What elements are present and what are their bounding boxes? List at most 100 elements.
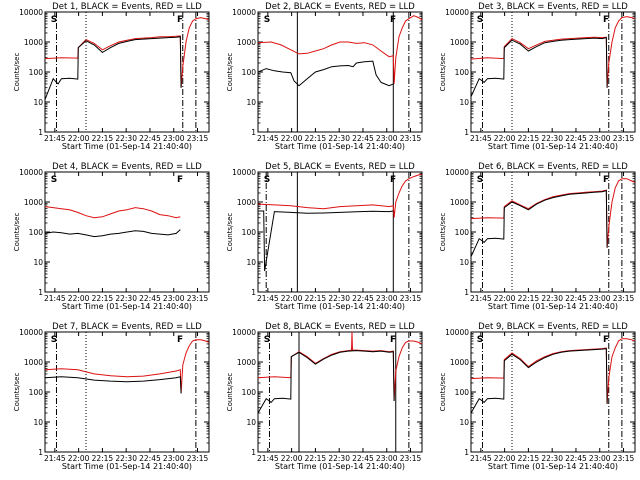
panel-title: Det 2, BLACK = Events, RED = LLD (265, 2, 415, 12)
y-tick-label: 10000 (445, 168, 469, 177)
x-tick-label: 22:15 (92, 454, 114, 463)
x-tick-label: 23:15 (187, 454, 209, 463)
x-tick-label: 22:00 (281, 454, 303, 463)
x-tick-label: 22:30 (115, 294, 137, 303)
y-tick-label: 10000 (19, 8, 43, 17)
panel-title: Det 6, BLACK = Events, RED = LLD (478, 162, 628, 172)
x-tick-label: 22:00 (494, 134, 516, 143)
plot-frame (470, 171, 636, 293)
annotation-s: S (264, 335, 270, 345)
lld-series-line (258, 332, 422, 402)
annotation-f: F (177, 335, 183, 345)
y-tick-label: 10 (33, 418, 43, 427)
x-tick-label: 22:45 (139, 134, 161, 143)
y-axis-label: Counts/sec (226, 53, 234, 92)
panel-title: Det 3, BLACK = Events, RED = LLD (478, 2, 628, 12)
annotation-f: F (390, 15, 396, 25)
x-axis-label: Start Time (01-Sep-14 21:40:40) (62, 142, 192, 151)
y-tick-label: 100 (29, 388, 44, 397)
panel-title: Det 7, BLACK = Events, RED = LLD (52, 322, 202, 332)
x-tick-label: 22:45 (139, 454, 161, 463)
y-tick-label: 100 (455, 228, 470, 237)
x-tick-label: 22:00 (68, 294, 90, 303)
y-tick-label: 1000 (450, 358, 469, 367)
lld-series-line (45, 206, 181, 219)
y-tick-label: 10000 (445, 8, 469, 17)
x-tick-label: 21:45 (257, 134, 279, 143)
detector-panel-9: Det 9, BLACK = Events, RED = LLD 1 10 100 10… (439, 322, 636, 471)
detector-panel-6: Det 6, BLACK = Events, RED = LLD 1 10 100 10… (439, 162, 636, 311)
events-series-line (471, 348, 608, 414)
events-series-line (45, 36, 182, 100)
plot-frame (470, 11, 636, 133)
lld-series-line (258, 173, 422, 218)
y-tick-label: 10 (459, 418, 469, 427)
x-tick-label: 21:45 (470, 294, 492, 303)
x-tick-label: 22:45 (139, 294, 161, 303)
x-axis-label: Start Time (01-Sep-14 21:40:40) (488, 462, 618, 471)
annotation-s: S (264, 15, 270, 25)
y-tick-label: 100 (455, 68, 470, 77)
events-series-line (258, 350, 395, 414)
x-tick-label: 22:00 (494, 454, 516, 463)
annotation-s: S (477, 335, 483, 345)
y-axis-label: Counts/sec (439, 53, 447, 92)
x-tick-label: 22:15 (305, 454, 327, 463)
y-tick-label: 1000 (450, 198, 469, 207)
detector-panel-5: Det 5, BLACK = Events, RED = LLD 1 10 100 10… (226, 162, 423, 311)
x-tick-label: 22:45 (565, 454, 587, 463)
annotation-s: S (51, 15, 57, 25)
detector-panel-1: Det 1, BLACK = Events, RED = LLD 1 10 100 10… (13, 2, 210, 151)
x-tick-label: 23:00 (376, 454, 398, 463)
y-axis-label: Counts/sec (226, 213, 234, 252)
x-axis-label: Start Time (01-Sep-14 21:40:40) (275, 302, 405, 311)
x-tick-label: 22:30 (541, 294, 563, 303)
annotation-f: F (390, 335, 396, 345)
y-tick-label: 1 (464, 288, 469, 297)
y-tick-label: 10 (459, 258, 469, 267)
x-tick-label: 22:15 (92, 134, 114, 143)
y-tick-label: 10 (33, 98, 43, 107)
detector-panel-7: Det 7, BLACK = Events, RED = LLD 1 10 100 10… (13, 322, 210, 471)
lld-series-line (471, 16, 635, 88)
x-tick-label: 21:45 (257, 454, 279, 463)
detector-panel-2: Det 2, BLACK = Events, RED = LLD 1 10 100 10… (226, 2, 423, 151)
panel-title: Det 8, BLACK = Events, RED = LLD (265, 322, 415, 332)
x-tick-label: 23:00 (589, 294, 611, 303)
x-tick-label: 23:00 (589, 454, 611, 463)
x-tick-label: 23:15 (187, 294, 209, 303)
lld-series-line (45, 17, 209, 88)
y-axis-label: Counts/sec (13, 213, 21, 252)
plot-frame (44, 331, 210, 453)
x-tick-label: 22:30 (328, 454, 350, 463)
x-tick-label: 21:45 (44, 294, 66, 303)
annotation-f: F (603, 335, 609, 345)
lld-series-line (45, 339, 209, 394)
x-tick-label: 23:15 (613, 134, 635, 143)
x-tick-label: 23:15 (613, 294, 635, 303)
y-tick-label: 1000 (237, 358, 256, 367)
x-tick-label: 22:00 (68, 454, 90, 463)
x-tick-label: 23:00 (163, 134, 185, 143)
events-series-line (471, 189, 608, 257)
y-tick-label: 1000 (24, 38, 43, 47)
x-tick-label: 22:45 (352, 454, 374, 463)
events-series-line (258, 60, 394, 87)
x-tick-label: 22:15 (92, 294, 114, 303)
x-axis-label: Start Time (01-Sep-14 21:40:40) (275, 142, 405, 151)
x-axis-label: Start Time (01-Sep-14 21:40:40) (488, 302, 618, 311)
x-tick-label: 22:00 (281, 134, 303, 143)
x-tick-label: 21:45 (44, 134, 66, 143)
x-tick-label: 22:15 (518, 294, 540, 303)
y-tick-label: 1000 (24, 358, 43, 367)
x-tick-label: 23:15 (400, 294, 422, 303)
annotation-f: F (603, 15, 609, 25)
annotation-f: F (603, 175, 609, 185)
y-tick-label: 10 (246, 258, 256, 267)
y-axis-label: Counts/sec (13, 373, 21, 412)
y-tick-label: 1 (251, 128, 256, 137)
x-tick-label: 23:00 (163, 454, 185, 463)
x-tick-label: 22:30 (328, 294, 350, 303)
